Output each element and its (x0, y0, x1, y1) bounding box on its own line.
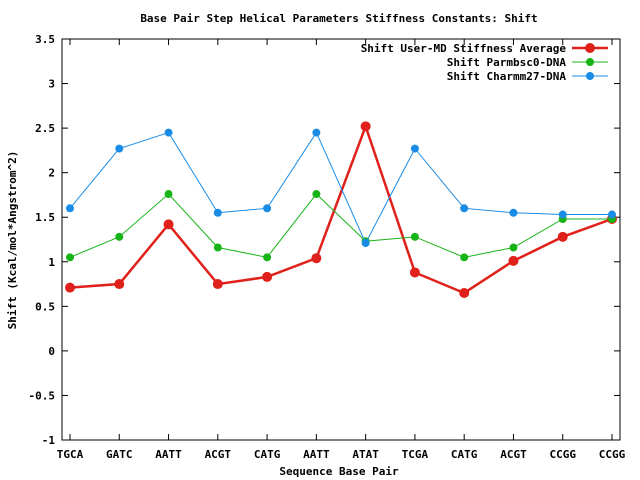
y-tick-label-9: 3.5 (35, 33, 55, 46)
series-1-point-2 (164, 190, 173, 199)
series-0-point-4 (262, 271, 273, 282)
y-tick-label-1: -0.5 (29, 389, 56, 402)
x-tick-label-3: ACGT (205, 448, 232, 461)
y-tick-label-2: 0 (48, 345, 55, 358)
y-tick-label-3: 0.5 (35, 300, 55, 313)
x-tick-label-4: CATG (254, 448, 281, 461)
y-tick-label-6: 2 (48, 167, 55, 180)
x-tick-label-6: ATAT (352, 448, 379, 461)
x-axis-label: Sequence Base Pair (279, 465, 399, 478)
plot-border (61, 38, 621, 441)
x-tick-label-10: CCGG (549, 448, 576, 461)
series-2-point-1 (115, 144, 124, 153)
series-line-1 (69, 193, 612, 258)
series-0-point-8 (459, 287, 470, 298)
series-1-point-4 (263, 253, 272, 262)
x-tick-label-9: ACGT (500, 448, 527, 461)
y-axis-label: Shift (Kcal/mol*Angstrom^2) (6, 151, 19, 330)
x-tick-label-7: TCGA (402, 448, 429, 461)
series-2-point-11 (608, 210, 616, 219)
y-tick-label-8: 3 (48, 78, 55, 91)
series-1-point-9 (509, 243, 518, 252)
series-0-point-1 (114, 279, 125, 290)
legend-label-1: Shift Parmbsc0-DNA (447, 56, 567, 69)
series-2-point-9 (509, 208, 518, 217)
legend-label-0: Shift User-MD Stiffness Average (361, 42, 567, 55)
x-tick-label-8: CATG (451, 448, 478, 461)
series-0-point-0 (65, 282, 75, 293)
legend-marker-0 (585, 43, 595, 53)
series-2-point-4 (263, 204, 272, 213)
series-0-point-10 (557, 231, 568, 242)
series-2-point-2 (164, 128, 173, 137)
series-2-point-6 (361, 239, 370, 248)
series-line-2 (69, 131, 612, 245)
y-tick-label-7: 2.5 (35, 122, 55, 135)
series-0-point-2 (163, 219, 174, 230)
legend-marker-1 (586, 58, 594, 66)
plot-area: -1 -0.5 0 0.5 1 1.5 2 2.5 3 3.5 TGCA GATC AATT ACGT CA… (29, 33, 626, 461)
series-1-point-8 (460, 253, 469, 262)
series-1-point-0 (66, 253, 74, 262)
series-0-point-9 (508, 255, 519, 266)
series-2-point-8 (460, 204, 469, 213)
legend-label-2: Shift Charmm27-DNA (447, 70, 567, 83)
series-1-point-3 (213, 243, 222, 252)
x-tick-label-0: TGCA (57, 448, 84, 461)
y-tick-label-5: 1.5 (35, 211, 55, 224)
y-tick-label-4: 1 (48, 256, 55, 269)
chart-title: Base Pair Step Helical Parameters Stiffn… (140, 12, 537, 25)
series-0-point-5 (311, 253, 322, 264)
series-2-point-5 (312, 128, 321, 137)
series-2-point-7 (410, 144, 419, 153)
x-tick-label-5: AATT (303, 448, 330, 461)
y-tick-label-0: -1 (42, 434, 56, 447)
series-1-point-1 (115, 232, 124, 241)
legend-marker-2 (586, 72, 594, 80)
x-tick-label-2: AATT (155, 448, 182, 461)
series-0-point-6 (360, 121, 371, 132)
series-2-point-0 (66, 204, 74, 213)
series-line-0 (69, 122, 613, 295)
x-tick-label-1: GATC (106, 448, 133, 461)
x-tick-label-11: CCGG (599, 448, 626, 461)
series-0-point-3 (212, 279, 223, 290)
series-1-point-5 (312, 190, 321, 199)
series-0-point-7 (409, 267, 420, 278)
series-2-point-3 (213, 208, 222, 217)
series-1-point-7 (410, 232, 419, 241)
series-2-point-10 (558, 210, 567, 219)
